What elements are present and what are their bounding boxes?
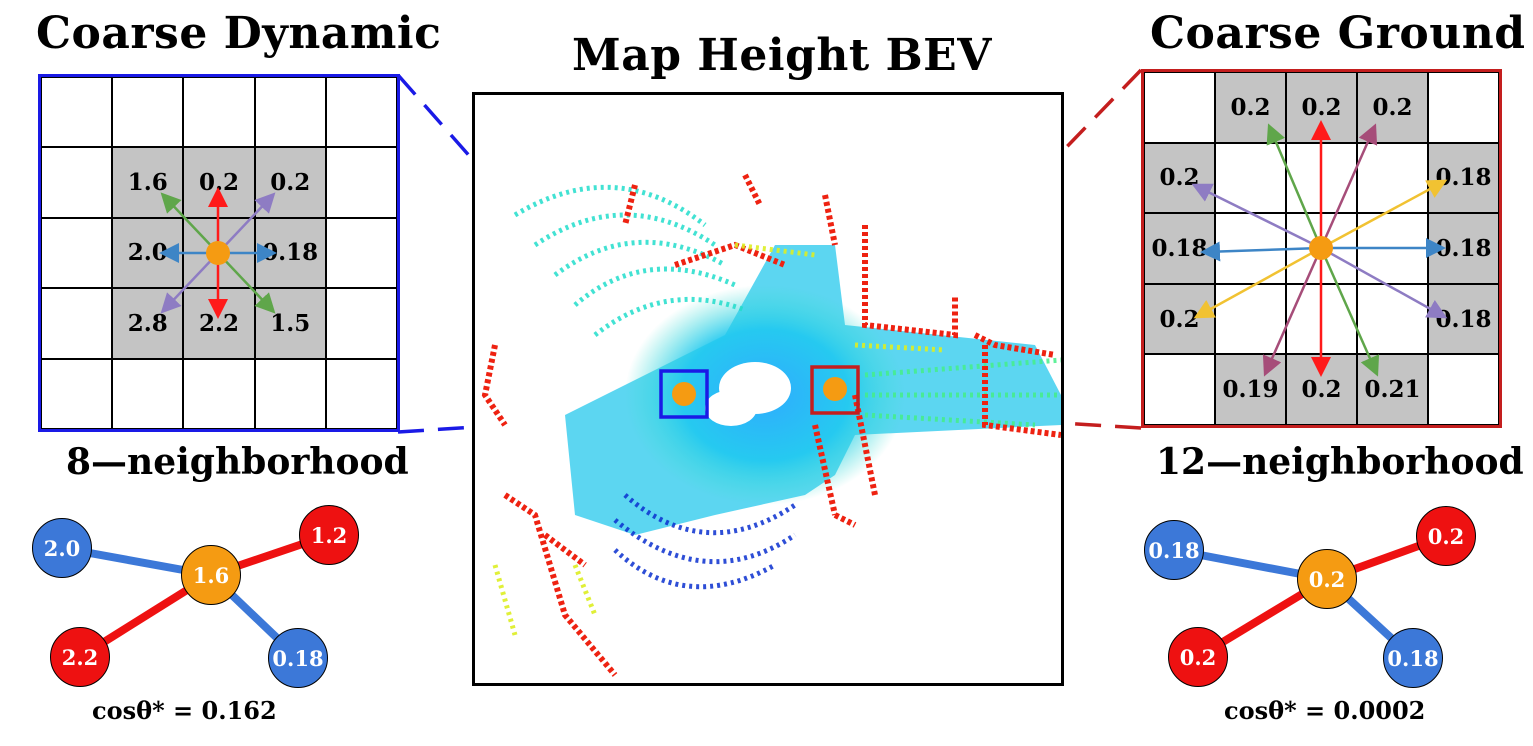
cosine-label: cosθ* = xyxy=(1224,696,1334,725)
graph-node-center: 0.2 xyxy=(1297,549,1357,609)
grid-cell xyxy=(41,147,113,218)
graph-node-blue: 2.0 xyxy=(32,518,92,578)
cosine-label: cosθ* = xyxy=(92,696,202,725)
grid-cell xyxy=(325,288,397,359)
left-panel-title: Coarse Dynamic xyxy=(36,8,442,59)
grid-cell xyxy=(254,358,326,429)
grid-cell xyxy=(325,358,397,429)
neighbor-cell: 0.2 xyxy=(1144,283,1215,355)
cosine-value: 0.162 xyxy=(201,696,277,725)
arrow-down-left xyxy=(160,252,219,314)
bev-map-frame xyxy=(472,92,1064,686)
right-center-dot xyxy=(1309,236,1333,260)
graph-node-blue: 0.18 xyxy=(1383,628,1443,688)
grid-cell xyxy=(325,77,397,148)
grid-cell xyxy=(1357,142,1428,214)
grid-cell xyxy=(325,217,397,289)
right-cosine-formula: cosθ* = 0.0002 xyxy=(1224,696,1425,725)
graph-node-center: 1.6 xyxy=(181,545,241,605)
grid-cell xyxy=(1144,354,1215,425)
neighbor-cell: 2.2 xyxy=(183,288,255,359)
grid-cell xyxy=(183,77,255,148)
grid-cell xyxy=(1428,72,1499,143)
arrow-up-right xyxy=(217,192,276,254)
ground-region-box xyxy=(810,365,860,415)
left-neighborhood-label: 8—neighborhood xyxy=(66,441,409,483)
arrow-left xyxy=(1200,241,1322,262)
dynamic-region-dot xyxy=(672,382,696,406)
left-center-dot xyxy=(206,241,230,265)
bev-point-cloud xyxy=(481,173,1061,677)
center-panel-title: Map Height BEV xyxy=(572,30,992,81)
arrow-down-right xyxy=(217,252,276,314)
arrow-right-up xyxy=(1320,179,1448,250)
grid-cell xyxy=(41,288,113,359)
graph-node-blue: 0.18 xyxy=(1144,520,1204,580)
dynamic-region-box xyxy=(659,369,709,419)
graph-node-blue: 0.18 xyxy=(268,628,328,688)
grid-cell xyxy=(183,358,255,429)
grid-cell xyxy=(41,217,113,289)
right-neighborhood-label: 12—neighborhood xyxy=(1156,441,1524,483)
arrow-up-right xyxy=(1319,123,1378,249)
graph-node-red: 0.2 xyxy=(1416,506,1476,566)
grid-cell xyxy=(1144,72,1215,143)
left-neighborhood-grid: 1.6 0.2 0.2 2.0 0.18 2.8 2.2 1.5 xyxy=(38,74,400,432)
arrow-down-right xyxy=(1319,247,1380,377)
left-cosine-formula: cosθ* = 0.162 xyxy=(92,696,277,725)
grid-cell xyxy=(325,147,397,218)
neighbor-cell: 0.21 xyxy=(1357,354,1428,425)
grid-cell xyxy=(41,77,113,148)
arrow-left-up xyxy=(1191,183,1322,250)
neighbor-cell: 0.18 xyxy=(1428,142,1499,214)
grid-cell xyxy=(1215,283,1286,355)
arrow-up-left xyxy=(160,192,219,254)
graph-node-red: 2.2 xyxy=(50,627,110,687)
neighbor-cell: 0.18 xyxy=(254,217,326,289)
graph-node-red: 0.2 xyxy=(1168,627,1228,687)
grid-cell xyxy=(1428,354,1499,425)
grid-cell xyxy=(41,358,113,429)
grid-cell xyxy=(112,358,184,429)
arrow-down-left xyxy=(1262,247,1323,377)
ground-region-dot xyxy=(823,377,847,401)
right-panel-title: Coarse Ground xyxy=(1150,8,1526,59)
neighbor-cell: 0.2 xyxy=(1357,72,1428,143)
neighbor-cell: 0.18 xyxy=(1428,283,1499,355)
grid-cell xyxy=(1357,283,1428,355)
graph-node-red: 1.2 xyxy=(299,505,359,565)
grid-cell xyxy=(254,77,326,148)
cosine-value: 0.0002 xyxy=(1333,696,1426,725)
arrow-left-down xyxy=(1193,246,1322,319)
arrow-up-left xyxy=(1266,123,1323,249)
grid-cell xyxy=(112,77,184,148)
arrow-right-down xyxy=(1320,246,1448,319)
